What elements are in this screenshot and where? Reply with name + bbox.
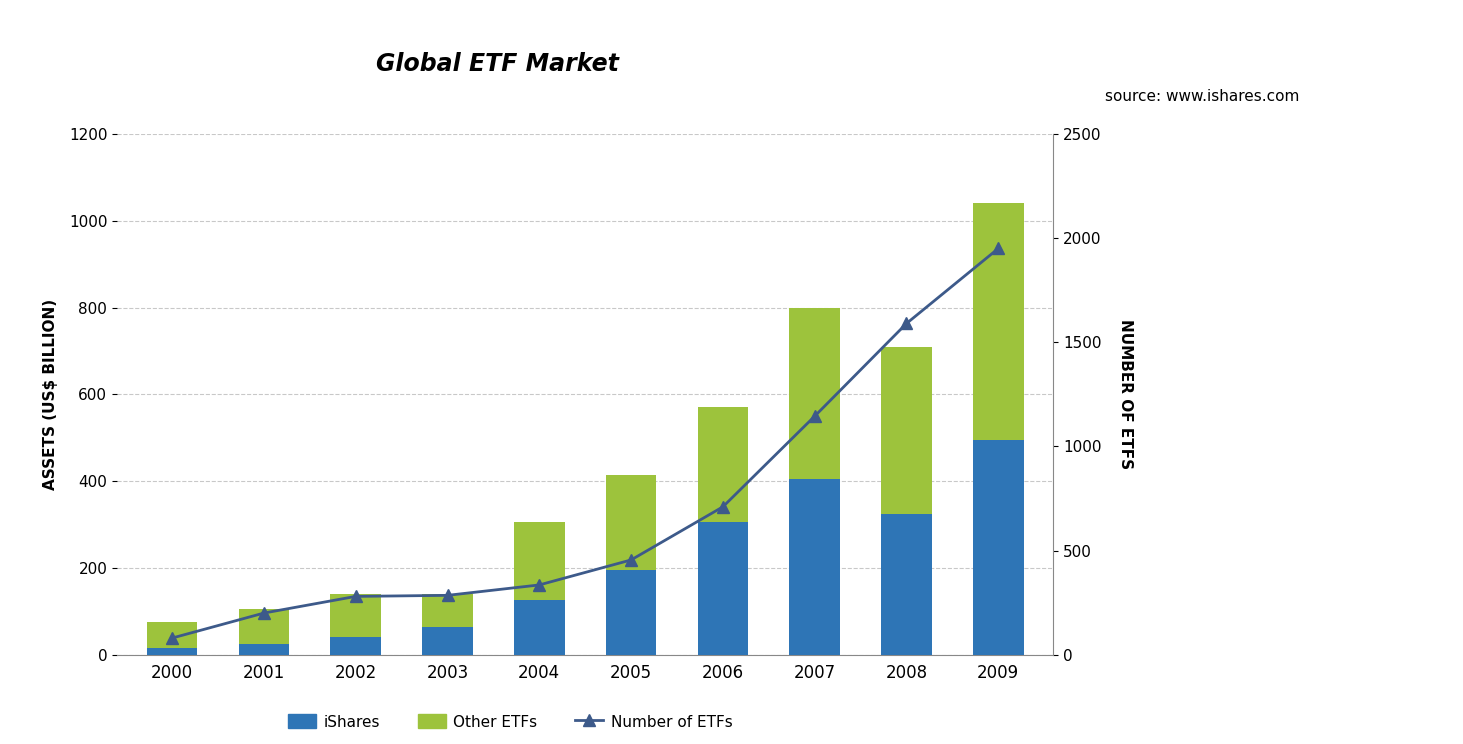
- Y-axis label: ASSETS (US$ BILLION): ASSETS (US$ BILLION): [42, 299, 57, 490]
- Bar: [973, 203, 1024, 440]
- Bar: [881, 513, 932, 655]
- Text: source: www.ishares.com: source: www.ishares.com: [1105, 89, 1299, 104]
- Bar: [423, 594, 473, 626]
- Text: Global ETF Market: Global ETF Market: [376, 52, 619, 76]
- Bar: [790, 479, 840, 655]
- Bar: [606, 475, 657, 570]
- Bar: [146, 622, 198, 648]
- Bar: [790, 307, 840, 479]
- Bar: [331, 638, 380, 655]
- Bar: [973, 440, 1024, 655]
- Legend: iShares, Other ETFs, Number of ETFs: iShares, Other ETFs, Number of ETFs: [282, 708, 739, 736]
- Bar: [698, 522, 748, 655]
- Bar: [331, 594, 380, 638]
- Bar: [514, 600, 565, 655]
- Bar: [698, 407, 748, 522]
- Bar: [238, 609, 290, 644]
- Bar: [423, 626, 473, 655]
- Bar: [606, 570, 657, 655]
- Bar: [514, 522, 565, 600]
- Bar: [881, 347, 932, 513]
- Bar: [146, 648, 198, 655]
- Bar: [238, 644, 290, 655]
- Y-axis label: NUMBER OF ETFS: NUMBER OF ETFS: [1118, 319, 1134, 469]
